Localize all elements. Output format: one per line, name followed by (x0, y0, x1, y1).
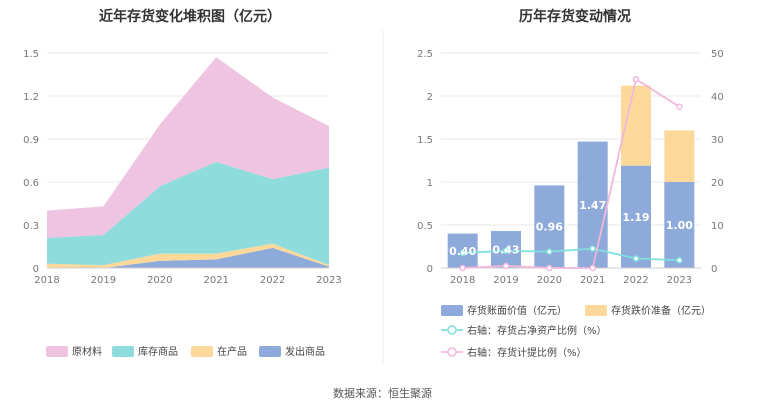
bar-x-tick-label: 2020 (537, 275, 562, 286)
bar-y-left-tick-label: 1.5 (417, 135, 433, 146)
legend-swatch-发出商品 (259, 346, 281, 357)
bar-y-left-tick-label: 2 (427, 92, 433, 103)
legend-swatch-原材料 (46, 346, 68, 357)
legend-swatch-impairment (585, 305, 607, 316)
area-series-在产品 (47, 243, 329, 268)
legend-label-line: 右轴：存货计提比例（%） (467, 346, 587, 359)
line-point (459, 264, 466, 272)
area-series-发出商品 (47, 247, 329, 268)
bar-data-label: 1.19 (622, 211, 649, 224)
bar-x-tick-label: 2019 (493, 275, 518, 286)
legend-label-发出商品: 发出商品 (285, 345, 325, 358)
bar-y-right-tick-label: 50 (711, 49, 724, 60)
legend-swatch-book-value (441, 305, 463, 316)
bar-impairment-reserve (664, 130, 695, 182)
data-source: 数据来源：恒生聚源 (333, 387, 432, 400)
bar-data-label: 1.47 (579, 199, 606, 212)
bar-y-right-tick-label: 30 (711, 135, 724, 146)
area-x-tick-label: 2023 (316, 275, 341, 286)
legend-label-book-value: 存货账面价值（亿元） (467, 304, 567, 317)
line-point (632, 255, 640, 262)
line-point (546, 248, 553, 255)
area-chart-title: 近年存货变化堆积图（亿元） (99, 9, 281, 25)
area-series-原材料 (47, 57, 329, 238)
area-x-tick-label: 2022 (260, 275, 285, 286)
area-series-库存商品 (47, 161, 329, 266)
bar-data-label: 0.43 (492, 244, 519, 257)
bar-x-tick-label: 2018 (450, 275, 475, 286)
bar-book-value (664, 182, 695, 268)
bar-chart-title: 历年存货变动情况 (519, 9, 631, 25)
bar-y-right-tick-label: 20 (711, 178, 724, 189)
area-x-tick-label: 2018 (34, 275, 59, 286)
bar-y-right-tick-label: 40 (711, 92, 724, 103)
line-point (546, 264, 553, 272)
area-y-tick-label: 0.3 (23, 221, 39, 232)
line-series-右轴：存货占净资产比例（%） (462, 247, 680, 262)
line-point (502, 262, 510, 270)
line-point (589, 245, 596, 252)
legend-swatch-在产品 (191, 346, 213, 357)
bar-data-label: 1.00 (666, 219, 693, 232)
bar-y-left-tick-label: 2.5 (417, 49, 433, 60)
bar-y-right-tick-label: 10 (711, 221, 724, 232)
bar-data-label: 0.96 (536, 221, 563, 234)
line-point (459, 249, 466, 257)
area-y-tick-label: 0.9 (23, 135, 39, 146)
bar-data-label: 0.40 (449, 245, 476, 258)
area-x-tick-label: 2020 (147, 275, 172, 286)
bar-x-tick-label: 2021 (580, 275, 605, 286)
legend-label-库存商品: 库存商品 (138, 345, 178, 358)
bar-y-right-tick-label: 0 (711, 264, 717, 275)
line-series-右轴：存货计提比例（%） (462, 77, 680, 269)
area-x-tick-label: 2019 (91, 275, 116, 286)
area-y-tick-label: 0.6 (23, 178, 39, 189)
line-point (589, 264, 596, 272)
legend-label-原材料: 原材料 (72, 345, 102, 358)
area-y-tick-label: 1.2 (23, 92, 39, 103)
line-point (502, 247, 510, 255)
legend-swatch-库存商品 (112, 346, 134, 357)
bar-x-tick-label: 2023 (667, 275, 692, 286)
bar-y-left-tick-label: 0 (427, 264, 433, 275)
area-chart: 0 0.3 0.6 0.9 1.2 1.5 2018 2019 2020 2021 2022 2023… (23, 49, 342, 358)
bar-book-value (621, 165, 651, 268)
legend-line-marker (447, 325, 457, 335)
line-point (632, 75, 640, 83)
legend-label-在产品: 在产品 (217, 345, 247, 358)
line-point (676, 103, 683, 110)
legend-label-line: 右轴：存货占净资产比例（%） (467, 324, 607, 337)
area-x-tick-label: 2021 (203, 275, 228, 286)
bar-y-left-tick-label: 0.5 (417, 221, 433, 232)
legend-line-marker (447, 347, 457, 357)
line-point (676, 257, 683, 264)
legend-label-impairment: 存货跌价准备（亿元） (611, 304, 711, 317)
bar-x-tick-label: 2022 (623, 275, 648, 286)
area-y-tick-label: 1.5 (23, 49, 39, 60)
area-y-tick-label: 0 (33, 264, 39, 275)
bar-line-chart: 0 0.5 1 1.5 2 2.5 0 10 20 30 40 50 2018 2019 2020 2021 2… (417, 49, 724, 359)
bar-y-left-tick-label: 1 (427, 178, 433, 189)
